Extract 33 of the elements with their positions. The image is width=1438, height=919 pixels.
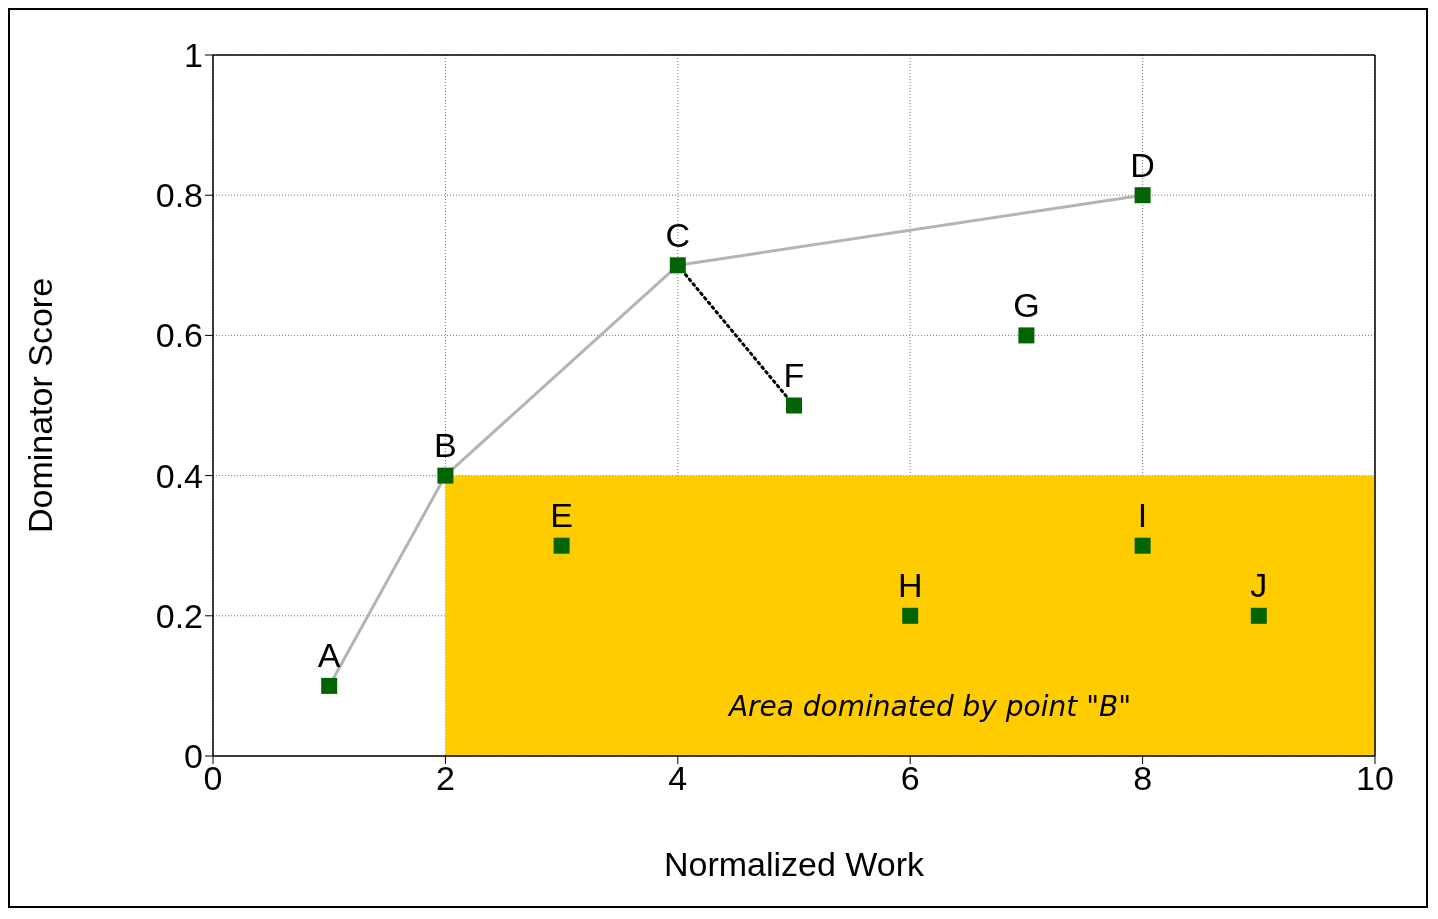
x-tick-label: 4 (668, 759, 688, 798)
point (321, 677, 338, 694)
x-tick-label: 2 (435, 759, 455, 798)
y-axis-title: Dominator Score (21, 277, 60, 534)
y-tick-label: 0.6 (155, 316, 203, 355)
point (1134, 537, 1151, 554)
data-label: I (1137, 496, 1148, 535)
data-label: D (1130, 145, 1155, 184)
x-axis-title: Normalized Work (663, 845, 926, 883)
data-label: G (1013, 285, 1040, 324)
data-label: B (434, 426, 457, 465)
data-label: H (897, 566, 923, 605)
data-label: F (783, 355, 805, 394)
data-label: A (317, 636, 341, 675)
point (902, 607, 919, 624)
x-tick-label: 8 (1133, 759, 1153, 798)
data-label: C (665, 215, 691, 254)
point (669, 257, 686, 274)
y-tick-label: 0.2 (155, 596, 203, 635)
data-label: J (1250, 566, 1268, 605)
point (437, 467, 454, 484)
point (1250, 607, 1267, 624)
x-tick-label: 10 (1356, 759, 1394, 798)
y-tick-label: 0.8 (155, 176, 203, 215)
y-tick-label: 0.4 (155, 456, 203, 495)
point (786, 397, 802, 414)
y-tick-label: 1 (184, 36, 203, 75)
point (553, 537, 570, 554)
annotation: Area dominated by point "B" (726, 690, 1133, 723)
point (1018, 327, 1035, 344)
point (1134, 187, 1151, 204)
x-tick-label: 6 (900, 759, 920, 798)
data-label: E (550, 496, 573, 535)
